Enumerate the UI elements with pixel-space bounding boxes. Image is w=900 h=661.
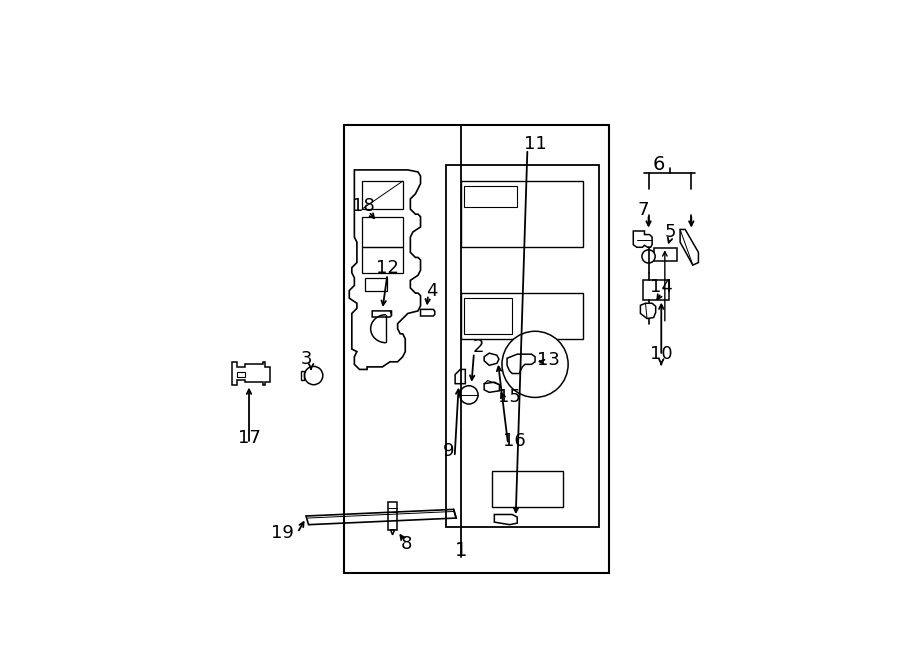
Text: 12: 12 <box>376 258 399 277</box>
Text: 4: 4 <box>426 282 437 299</box>
Bar <box>653 249 677 261</box>
Text: 19: 19 <box>271 524 293 542</box>
Text: 17: 17 <box>238 429 260 447</box>
Circle shape <box>304 366 323 385</box>
Text: 5: 5 <box>664 223 676 241</box>
Text: 2: 2 <box>472 338 484 356</box>
Text: 9: 9 <box>443 442 454 460</box>
Circle shape <box>642 250 655 263</box>
Text: 14: 14 <box>650 278 672 296</box>
Text: 18: 18 <box>352 196 375 215</box>
Text: 16: 16 <box>503 432 526 449</box>
Bar <box>644 280 669 299</box>
Text: 6: 6 <box>652 155 665 175</box>
Text: 11: 11 <box>524 136 546 153</box>
Text: 10: 10 <box>650 345 672 363</box>
Text: 7: 7 <box>638 201 649 219</box>
Text: 8: 8 <box>401 535 412 553</box>
Circle shape <box>460 386 478 404</box>
Text: 1: 1 <box>455 541 467 560</box>
Circle shape <box>502 331 568 397</box>
Text: 13: 13 <box>537 351 560 369</box>
Text: 3: 3 <box>301 350 311 368</box>
Text: 15: 15 <box>499 389 521 407</box>
